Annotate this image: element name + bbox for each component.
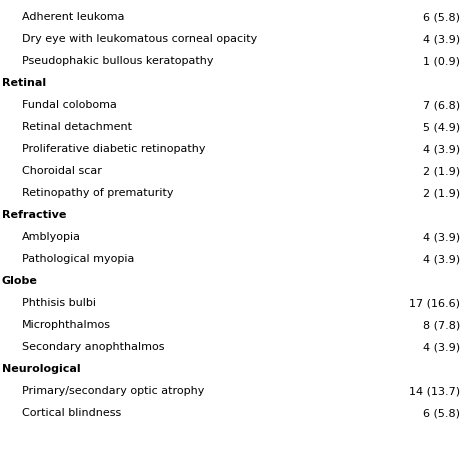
Text: Adherent leukoma: Adherent leukoma (22, 12, 125, 22)
Text: 2 (1.9): 2 (1.9) (423, 166, 460, 176)
Text: 4 (3.9): 4 (3.9) (423, 144, 460, 154)
Text: Retinal: Retinal (2, 78, 46, 88)
Text: 6 (5.8): 6 (5.8) (423, 408, 460, 418)
Text: Dry eye with leukomatous corneal opacity: Dry eye with leukomatous corneal opacity (22, 34, 257, 44)
Text: 4 (3.9): 4 (3.9) (423, 232, 460, 242)
Text: Retinopathy of prematurity: Retinopathy of prematurity (22, 188, 173, 198)
Text: Amblyopia: Amblyopia (22, 232, 81, 242)
Text: 5 (4.9): 5 (4.9) (423, 122, 460, 132)
Text: 17 (16.6): 17 (16.6) (409, 298, 460, 308)
Text: Choroidal scar: Choroidal scar (22, 166, 102, 176)
Text: Proliferative diabetic retinopathy: Proliferative diabetic retinopathy (22, 144, 206, 154)
Text: Refractive: Refractive (2, 210, 66, 220)
Text: Globe: Globe (2, 276, 38, 286)
Text: Pathological myopia: Pathological myopia (22, 254, 134, 264)
Text: 7 (6.8): 7 (6.8) (423, 100, 460, 110)
Text: Secondary anophthalmos: Secondary anophthalmos (22, 342, 164, 352)
Text: 2 (1.9): 2 (1.9) (423, 188, 460, 198)
Text: 4 (3.9): 4 (3.9) (423, 342, 460, 352)
Text: Microphthalmos: Microphthalmos (22, 320, 111, 330)
Text: 4 (3.9): 4 (3.9) (423, 254, 460, 264)
Text: Fundal coloboma: Fundal coloboma (22, 100, 117, 110)
Text: 8 (7.8): 8 (7.8) (423, 320, 460, 330)
Text: 6 (5.8): 6 (5.8) (423, 12, 460, 22)
Text: Pseudophakic bullous keratopathy: Pseudophakic bullous keratopathy (22, 56, 213, 66)
Text: Primary/secondary optic atrophy: Primary/secondary optic atrophy (22, 386, 204, 396)
Text: Cortical blindness: Cortical blindness (22, 408, 121, 418)
Text: 1 (0.9): 1 (0.9) (423, 56, 460, 66)
Text: Neurological: Neurological (2, 364, 81, 374)
Text: Phthisis bulbi: Phthisis bulbi (22, 298, 96, 308)
Text: 4 (3.9): 4 (3.9) (423, 34, 460, 44)
Text: Retinal detachment: Retinal detachment (22, 122, 132, 132)
Text: 14 (13.7): 14 (13.7) (409, 386, 460, 396)
